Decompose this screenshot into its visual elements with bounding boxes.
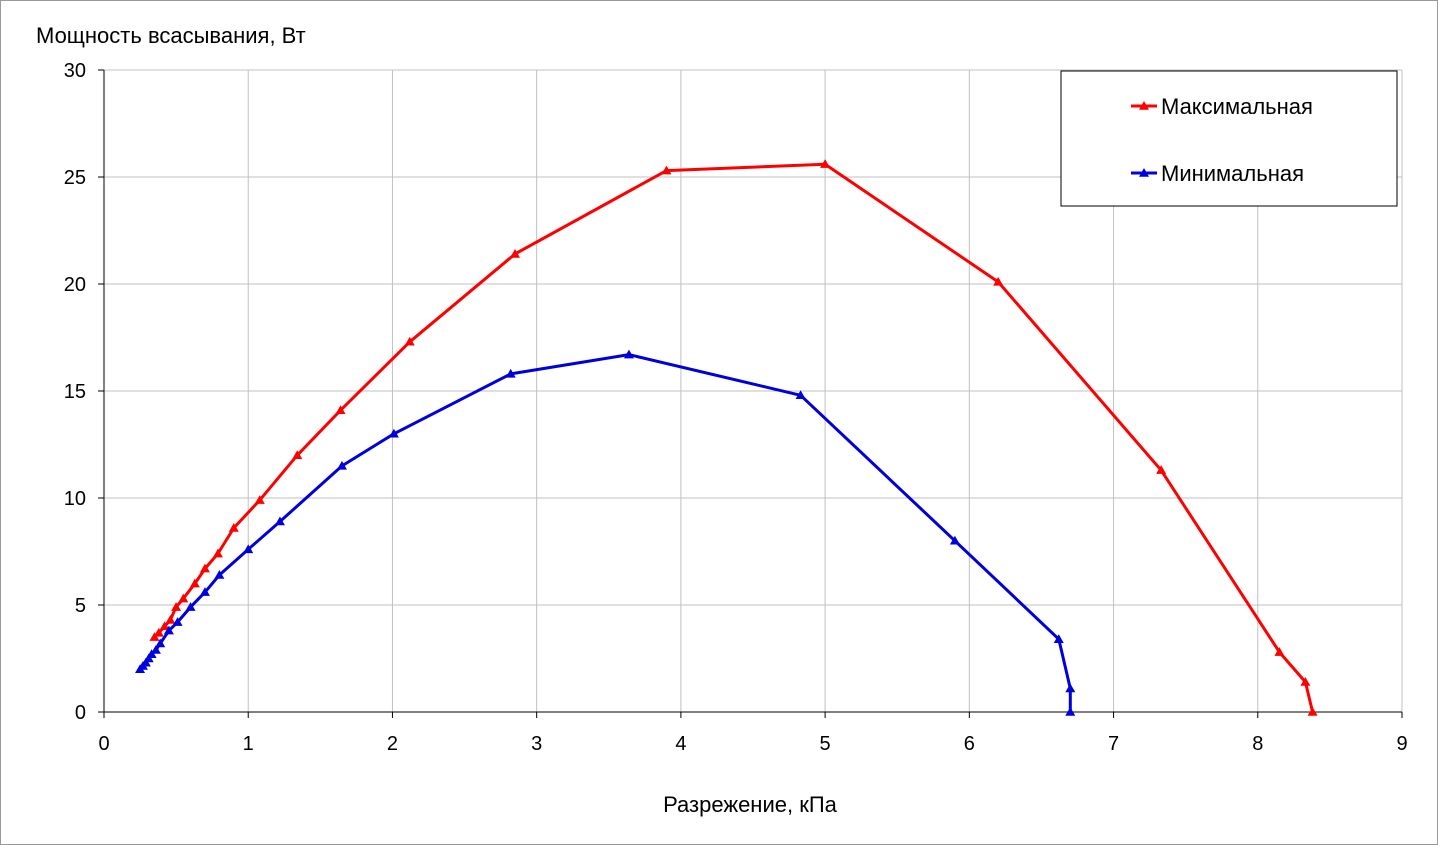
series-min (135, 349, 1076, 716)
series-line (153, 162, 1315, 713)
data-point-marker (795, 390, 806, 400)
x-tick-label: 3 (531, 733, 542, 755)
data-point-marker (172, 617, 183, 626)
data-point-marker (150, 644, 161, 654)
data-point-marker (336, 460, 347, 470)
y-tick-label: 15 (64, 381, 86, 403)
y-axis-title: Мощность всасывания, Вт (36, 23, 306, 48)
x-tick-label: 5 (820, 733, 831, 755)
data-point-marker (1065, 683, 1076, 693)
data-point-marker (661, 165, 672, 175)
data-point-marker (254, 495, 265, 504)
data-point-marker (274, 516, 285, 526)
legend-items: Максимальная Минимальная (1131, 94, 1313, 186)
data-point-marker (163, 625, 174, 635)
series-max (149, 159, 1318, 716)
data-point-marker (1307, 707, 1318, 716)
data-point-marker (1274, 647, 1285, 656)
data-point-marker (228, 522, 239, 532)
data-point-marker (214, 570, 225, 579)
data-point-marker (993, 276, 1004, 286)
data-point-marker (292, 450, 303, 459)
data-point-marker (505, 368, 516, 378)
legend-box (1060, 70, 1398, 207)
y-tick-label: 25 (64, 167, 86, 189)
data-point-marker (171, 602, 182, 611)
axes: 0 1 2 3 4 5 6 7 8 9 0 5 10 15 20 25 30 (64, 60, 1408, 755)
data-point-marker (155, 638, 166, 648)
legend-label: Максимальная (1161, 94, 1313, 119)
data-point-marker (243, 544, 254, 554)
y-tick-label: 0 (75, 702, 86, 724)
y-tick-label: 10 (64, 488, 86, 510)
x-tick-label: 2 (387, 733, 398, 755)
series-layer (135, 159, 1318, 716)
data-point-marker (1065, 707, 1076, 716)
x-tick-label: 1 (243, 733, 254, 755)
x-tick-label: 0 (98, 733, 109, 755)
data-point-marker (1300, 677, 1311, 686)
data-point-marker (212, 548, 223, 558)
x-tick-label: 8 (1252, 733, 1263, 755)
x-axis-title: Разрежение, кПа (663, 792, 838, 817)
data-point-marker (949, 535, 960, 545)
y-tick-label: 5 (75, 595, 86, 617)
x-tick-label: 7 (1108, 733, 1119, 755)
data-point-marker (623, 349, 634, 359)
data-point-marker (388, 428, 399, 438)
legend-marker (1139, 101, 1149, 110)
data-point-marker (189, 578, 200, 588)
data-point-marker (335, 405, 346, 415)
legend-label: Минимальная (1161, 161, 1304, 186)
data-point-marker (1053, 634, 1064, 643)
data-point-marker (404, 336, 415, 346)
data-point-marker (820, 159, 831, 168)
data-point-marker (1156, 465, 1167, 474)
data-point-marker (199, 587, 210, 596)
data-point-marker (510, 249, 521, 258)
data-point-marker (159, 621, 170, 631)
legend: Максимальная Минимальная (1060, 70, 1398, 207)
x-tick-label: 9 (1396, 733, 1407, 755)
data-point-marker (165, 614, 176, 624)
legend-item: Минимальная (1131, 161, 1304, 186)
y-tick-label: 20 (64, 274, 86, 296)
y-tick-label: 30 (64, 60, 86, 82)
legend-item: Максимальная (1131, 94, 1313, 119)
x-tick-label: 6 (964, 733, 975, 755)
data-point-marker (178, 593, 189, 603)
data-point-marker (185, 602, 196, 611)
x-tick-label: 4 (675, 733, 686, 755)
legend-marker (1139, 168, 1149, 177)
data-point-marker (199, 563, 210, 573)
data-point-marker (153, 627, 164, 637)
